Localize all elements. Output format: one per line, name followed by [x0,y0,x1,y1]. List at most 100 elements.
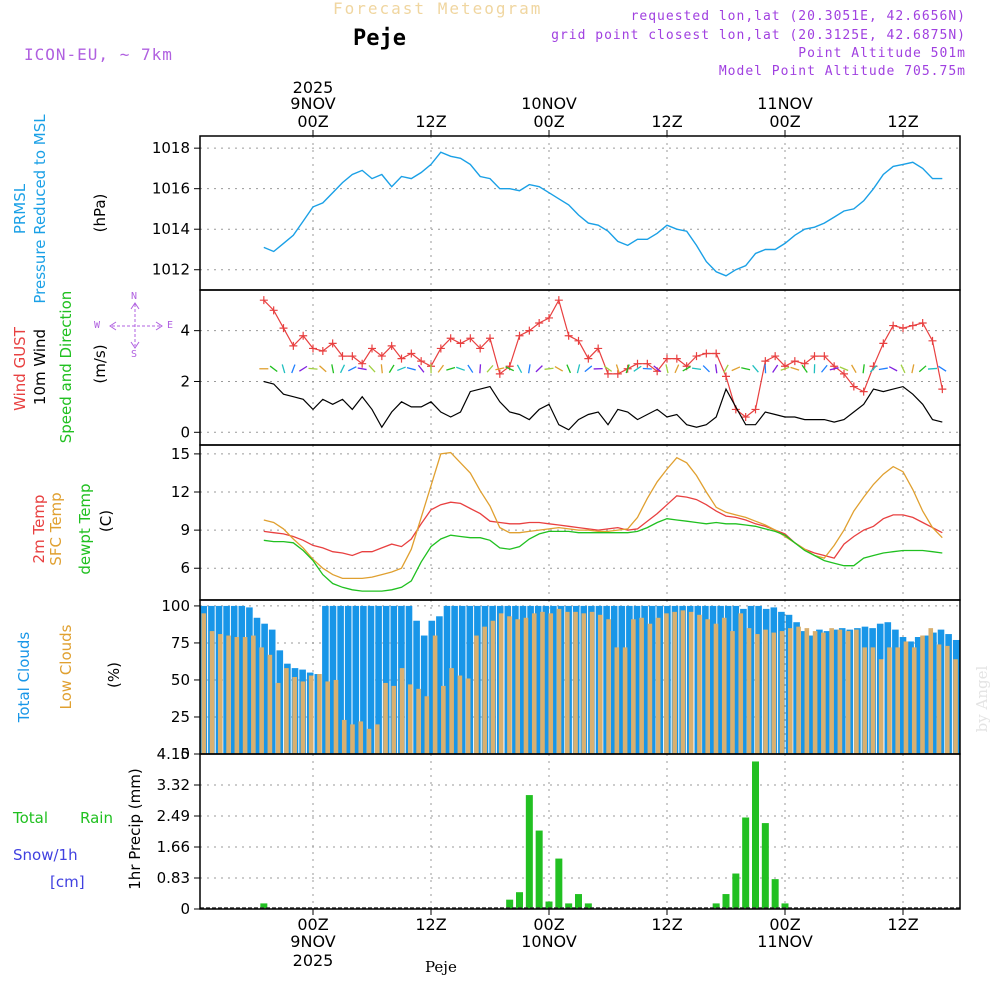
low-cloud-bar [218,634,223,754]
y-tick-label: 1012 [152,261,190,279]
wind-direction-arrow [714,364,718,374]
total-cloud-bar [512,605,519,754]
low-cloud-bar [317,674,322,754]
gust-marker [545,313,553,322]
wind-direction-arrow [772,364,779,373]
wind-direction-arrow [633,365,642,372]
gust-marker [584,354,593,363]
gust-marker [368,344,376,353]
precip-bar [712,903,720,909]
total-cloud-bar [329,605,337,754]
total-cloud-bar [534,605,542,754]
total-cloud-bar [823,631,831,754]
compass-n-label: N [131,291,138,302]
gust-marker [279,324,288,333]
total-cloud-bar [261,623,268,754]
gust-marker [554,296,563,305]
total-cloud-bar [800,631,808,754]
wind-direction-arrow [723,364,729,374]
low-cloud-bar [622,647,628,754]
gust-marker [407,349,416,358]
wind-direction-arrow [829,367,839,371]
top-time-hour-label: 00Z [769,112,800,131]
low-cloud-bar [788,628,793,754]
bottom-time-hour-label: 00Z [533,915,564,934]
wind-direction-arrow [731,366,741,372]
gust-marker [692,352,701,361]
series-line-10m-wind [263,380,943,431]
y-tick-label: 50 [171,671,190,689]
total-cloud-bar [367,605,375,754]
panel-frame [199,135,961,291]
total-cloud-bar [732,605,740,754]
compass-rose-icon [109,302,163,349]
precip-total-label: Total [13,809,49,827]
gust-marker [574,336,583,345]
low-cloud-bar [705,619,711,754]
wind-direction-arrow [674,364,680,374]
total-cloud-bar [246,607,253,754]
total-cloud-bar [458,605,466,754]
total-cloud-bar [451,605,458,754]
panel-frame [199,753,961,910]
gust-marker [918,319,927,328]
low-cloud-bar [887,647,892,754]
low-cloud-bar [606,619,611,754]
total-cloud-bar [230,605,238,754]
gust-marker [908,321,917,330]
total-cloud-bar [337,605,344,754]
precip-bar [742,817,750,909]
series-line-2m-temp [263,495,943,559]
total-cloud-bar [930,632,937,754]
y-tick-label: 2.49 [157,807,190,825]
total-cloud-bar [436,616,443,754]
low-cloud-bar [482,626,487,754]
total-cloud-bar [428,620,436,754]
gust-marker [397,354,406,363]
low-cloud-bar [507,616,512,754]
wind-direction-arrow [535,365,543,373]
gust-marker [938,385,947,394]
wind-direction-arrow [615,364,620,374]
low-cloud-bar [944,645,950,754]
low-cloud-bar [721,617,727,754]
low-cloud-bar [474,635,479,754]
gust-marker [663,354,671,363]
compass-w-label: W [94,320,101,331]
gust-marker [377,352,386,361]
wind-direction-arrow [682,366,691,372]
gust-marker [722,372,730,381]
wind-direction-arrow [862,364,865,374]
wind-direction-arrow [911,364,915,374]
gust-marker [840,369,848,378]
wind-direction-arrow [319,365,327,373]
model-point-altitude: Model Point Altitude 705.75m [718,64,966,79]
low-cloud-bar [267,654,273,754]
y-tick-label: 0.83 [157,869,190,887]
low-cloud-bar [251,635,256,754]
gust-marker [928,336,937,345]
low-cloud-bar [821,632,826,754]
wind-direction-arrow [691,367,702,371]
wind-direction-arrow [388,364,395,373]
gust-marker [358,359,367,368]
gust-marker [889,321,898,330]
wind-direction-arrow [348,366,357,372]
low-cloud-bar [449,668,454,754]
y-tick-label: 1.66 [157,838,190,856]
y-tick-label: 100 [161,597,190,615]
total-cloud-bar [899,637,907,754]
wind-direction-arrow [790,366,800,371]
low-cloud-bar [804,628,810,754]
total-cloud-bar [907,641,914,754]
low-cloud-bar [556,608,562,754]
total-cloud-bar [322,605,329,754]
low-cloud-bar [391,685,397,754]
wind-direction-arrow [780,366,790,371]
low-cloud-bar [878,659,884,754]
total-cloud-bar [413,620,420,754]
gust-marker [771,352,780,361]
wind-direction-arrow [665,364,669,374]
low-cloud-bar [655,617,661,754]
